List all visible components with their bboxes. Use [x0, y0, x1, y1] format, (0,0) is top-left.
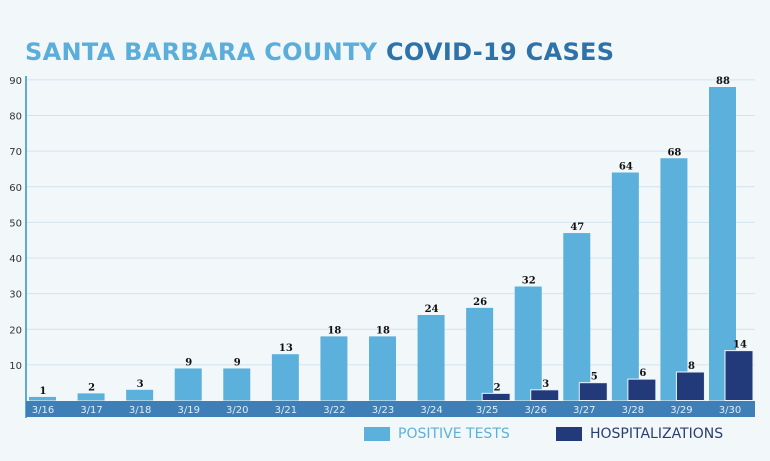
data-label-positive: 1 [40, 386, 47, 397]
x-tick-label: 3/25 [476, 405, 498, 416]
legend-swatch-positive [364, 427, 390, 441]
data-label-positive: 13 [279, 343, 293, 354]
y-tick-label: 70 [9, 147, 22, 158]
x-tick-label: 3/20 [226, 405, 248, 416]
bar-positive-tests [126, 389, 154, 401]
x-tick-label: 3/27 [573, 405, 595, 416]
legend-label-positive: POSITIVE TESTS [398, 426, 510, 442]
data-label-hospitalizations: 2 [494, 382, 501, 393]
data-label-positive: 9 [234, 357, 241, 368]
x-tick-label: 3/28 [622, 405, 644, 416]
data-label-positive: 32 [522, 276, 536, 287]
chart-title: SANTA BARBARA COUNTY COVID-19 CASES [25, 38, 614, 66]
title-cases: COVID-19 CASES [386, 38, 615, 66]
data-label-positive: 9 [185, 357, 192, 368]
x-tick-label: 3/30 [719, 405, 741, 416]
x-tick-label: 3/22 [323, 405, 345, 416]
legend-label-hospitalizations: HOSPITALIZATIONS [590, 426, 724, 442]
data-label-positive: 68 [667, 147, 681, 158]
x-tick-label: 3/17 [80, 405, 102, 416]
x-tick-label: 3/18 [129, 405, 151, 416]
bar-positive-tests [709, 87, 736, 401]
y-tick-label: 50 [9, 218, 22, 229]
bar-hospitalizations [530, 389, 560, 401]
bar-positive-tests [611, 172, 639, 401]
legend-positive: POSITIVE TESTS [364, 426, 510, 442]
x-tick-label: 3/29 [670, 405, 692, 416]
x-tick-label: 3/19 [177, 405, 199, 416]
bar-positive-tests [417, 315, 445, 401]
bar-positive-tests [466, 307, 494, 401]
y-tick-label: 60 [9, 183, 22, 194]
bar-positive-tests [174, 368, 202, 401]
bar-hospitalizations [481, 392, 511, 401]
data-label-positive: 47 [570, 222, 584, 233]
y-tick-label: 30 [9, 290, 22, 301]
data-label-positive: 64 [619, 162, 633, 173]
y-tick-label: 40 [9, 254, 22, 265]
x-tick-label: 3/24 [420, 405, 442, 416]
bar-positive-tests [271, 354, 299, 401]
bar-hospitalizations [627, 378, 657, 401]
bar-positive-tests [563, 233, 591, 401]
x-tick-label: 3/26 [524, 405, 546, 416]
data-label-positive: 26 [473, 297, 487, 308]
bar-positive-tests [660, 158, 688, 401]
y-tick-label: 90 [9, 76, 22, 87]
x-tick-label: 3/21 [275, 405, 297, 416]
data-label-positive: 24 [425, 304, 439, 315]
title-county: SANTA BARBARA COUNTY [25, 38, 378, 66]
bar-positive-tests [514, 286, 542, 401]
bar-hospitalizations [675, 371, 705, 401]
legend-swatch-hospitalizations [556, 427, 582, 441]
data-label-positive: 2 [88, 382, 95, 393]
bar-positive-tests [320, 336, 348, 401]
bar-positive-tests [369, 336, 396, 401]
data-label-hospitalizations: 8 [688, 361, 695, 372]
data-label-positive: 3 [137, 379, 144, 390]
data-label-hospitalizations: 3 [542, 379, 549, 390]
x-axis-band [26, 401, 755, 417]
bar-positive-tests [223, 368, 251, 401]
y-tick-label: 10 [9, 361, 22, 372]
y-tick-label: 80 [9, 112, 22, 123]
data-label-hospitalizations: 14 [733, 340, 747, 351]
data-label-positive: 18 [327, 325, 341, 336]
data-label-positive: 88 [716, 76, 730, 87]
data-label-positive: 18 [376, 325, 390, 336]
bar-hospitalizations [578, 382, 608, 401]
bar-positive-tests [77, 393, 105, 401]
x-tick-label: 3/16 [32, 405, 54, 416]
bar-hospitalizations [724, 350, 754, 401]
data-label-hospitalizations: 5 [591, 372, 598, 383]
bar-positive-tests [29, 396, 56, 401]
x-tick-label: 3/23 [372, 405, 394, 416]
legend-hospitalizations: HOSPITALIZATIONS [556, 426, 723, 442]
data-label-hospitalizations: 6 [639, 368, 646, 379]
y-tick-label: 20 [9, 325, 22, 336]
